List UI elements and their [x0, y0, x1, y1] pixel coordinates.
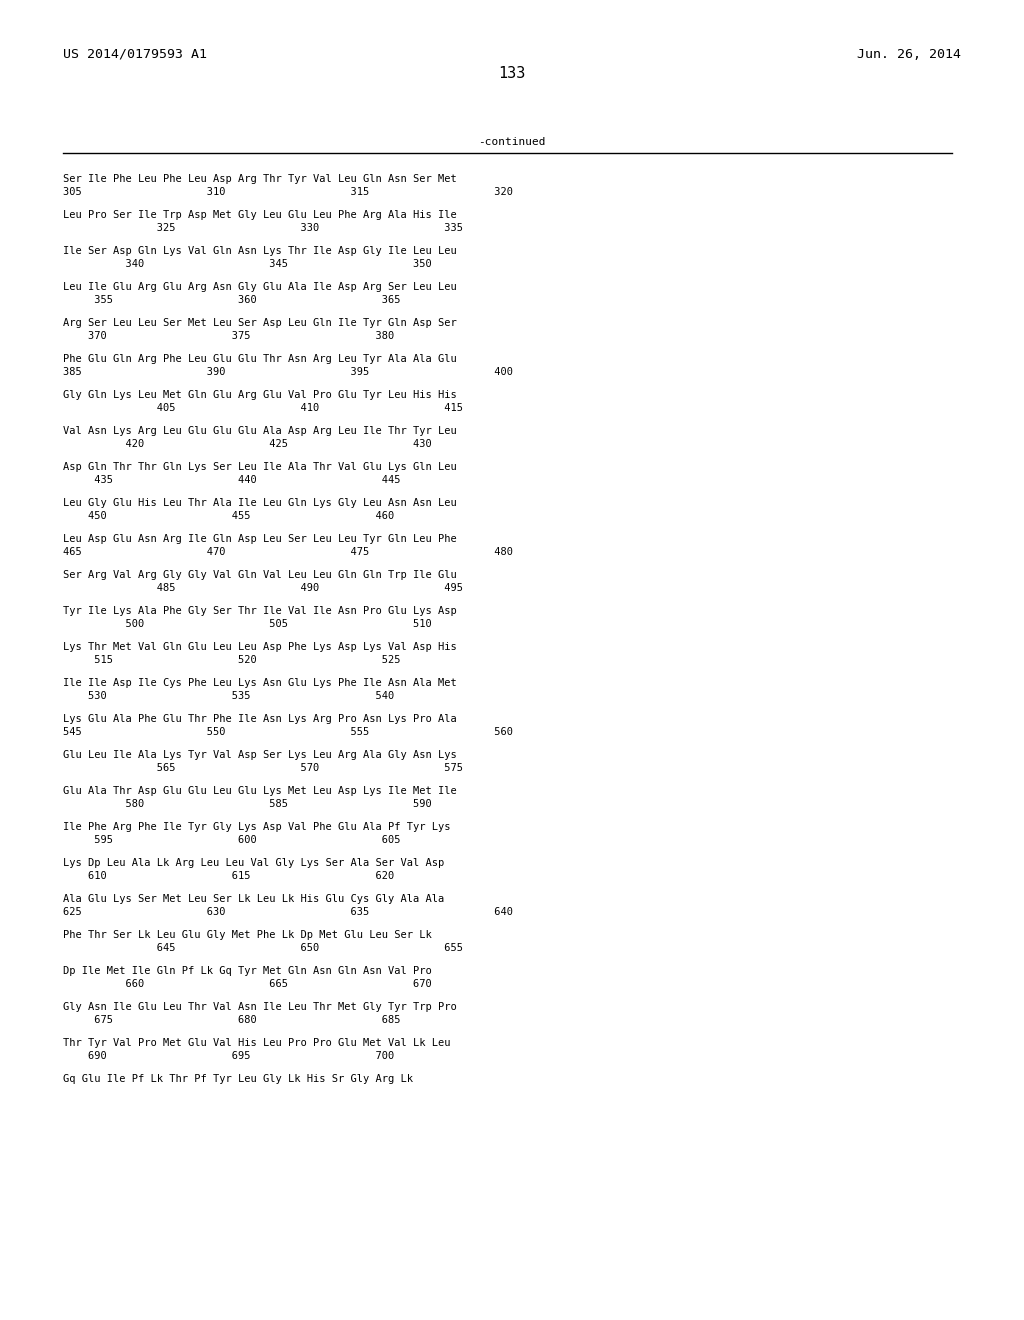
Text: 405                    410                    415: 405 410 415 [63, 403, 464, 413]
Text: Ile Ser Asp Gln Lys Val Gln Asn Lys Thr Ile Asp Gly Ile Leu Leu: Ile Ser Asp Gln Lys Val Gln Asn Lys Thr … [63, 247, 458, 256]
Text: Thr Tyr Val Pro Met Glu Val His Leu Pro Pro Glu Met Val Lk Leu: Thr Tyr Val Pro Met Glu Val His Leu Pro … [63, 1039, 451, 1048]
Text: Leu Pro Ser Ile Trp Asp Met Gly Leu Glu Leu Phe Arg Ala His Ile: Leu Pro Ser Ile Trp Asp Met Gly Leu Glu … [63, 210, 458, 220]
Text: 660                    665                    670: 660 665 670 [63, 979, 432, 989]
Text: 450                    455                    460: 450 455 460 [63, 511, 394, 521]
Text: Gly Asn Ile Glu Leu Thr Val Asn Ile Leu Thr Met Gly Tyr Trp Pro: Gly Asn Ile Glu Leu Thr Val Asn Ile Leu … [63, 1002, 458, 1012]
Text: Gly Gln Lys Leu Met Gln Glu Arg Glu Val Pro Glu Tyr Leu His His: Gly Gln Lys Leu Met Gln Glu Arg Glu Val … [63, 391, 458, 400]
Text: 645                    650                    655: 645 650 655 [63, 944, 464, 953]
Text: 355                    360                    365: 355 360 365 [63, 296, 401, 305]
Text: -continued: -continued [478, 137, 546, 148]
Text: Lys Dp Leu Ala Lk Arg Leu Leu Val Gly Lys Ser Ala Ser Val Asp: Lys Dp Leu Ala Lk Arg Leu Leu Val Gly Ly… [63, 858, 444, 869]
Text: 485                    490                    495: 485 490 495 [63, 583, 464, 593]
Text: 305                    310                    315                    320: 305 310 315 320 [63, 187, 513, 197]
Text: 625                    630                    635                    640: 625 630 635 640 [63, 907, 513, 917]
Text: Ser Arg Val Arg Gly Gly Val Gln Val Leu Leu Gln Gln Trp Ile Glu: Ser Arg Val Arg Gly Gly Val Gln Val Leu … [63, 570, 458, 581]
Text: 435                    440                    445: 435 440 445 [63, 475, 401, 486]
Text: Asp Gln Thr Thr Gln Lys Ser Leu Ile Ala Thr Val Glu Lys Gln Leu: Asp Gln Thr Thr Gln Lys Ser Leu Ile Ala … [63, 462, 458, 473]
Text: Dp Ile Met Ile Gln Pf Lk Gq Tyr Met Gln Asn Gln Asn Val Pro: Dp Ile Met Ile Gln Pf Lk Gq Tyr Met Gln … [63, 966, 432, 977]
Text: 530                    535                    540: 530 535 540 [63, 692, 394, 701]
Text: 515                    520                    525: 515 520 525 [63, 655, 401, 665]
Text: 610                    615                    620: 610 615 620 [63, 871, 394, 882]
Text: 545                    550                    555                    560: 545 550 555 560 [63, 727, 513, 738]
Text: Ile Phe Arg Phe Ile Tyr Gly Lys Asp Val Phe Glu Ala Pf Tyr Lys: Ile Phe Arg Phe Ile Tyr Gly Lys Asp Val … [63, 822, 451, 832]
Text: Glu Ala Thr Asp Glu Glu Leu Glu Lys Met Leu Asp Lys Ile Met Ile: Glu Ala Thr Asp Glu Glu Leu Glu Lys Met … [63, 787, 458, 796]
Text: 340                    345                    350: 340 345 350 [63, 259, 432, 269]
Text: Ala Glu Lys Ser Met Leu Ser Lk Leu Lk His Glu Cys Gly Ala Ala: Ala Glu Lys Ser Met Leu Ser Lk Leu Lk Hi… [63, 894, 444, 904]
Text: 675                    680                    685: 675 680 685 [63, 1015, 401, 1026]
Text: Val Asn Lys Arg Leu Glu Glu Glu Ala Asp Arg Leu Ile Thr Tyr Leu: Val Asn Lys Arg Leu Glu Glu Glu Ala Asp … [63, 426, 458, 436]
Text: 325                    330                    335: 325 330 335 [63, 223, 464, 234]
Text: Jun. 26, 2014: Jun. 26, 2014 [856, 48, 961, 61]
Text: 595                    600                    605: 595 600 605 [63, 836, 401, 845]
Text: 465                    470                    475                    480: 465 470 475 480 [63, 548, 513, 557]
Text: Tyr Ile Lys Ala Phe Gly Ser Thr Ile Val Ile Asn Pro Glu Lys Asp: Tyr Ile Lys Ala Phe Gly Ser Thr Ile Val … [63, 606, 458, 616]
Text: Glu Leu Ile Ala Lys Tyr Val Asp Ser Lys Leu Arg Ala Gly Asn Lys: Glu Leu Ile Ala Lys Tyr Val Asp Ser Lys … [63, 750, 458, 760]
Text: 370                    375                    380: 370 375 380 [63, 331, 394, 342]
Text: 580                    585                    590: 580 585 590 [63, 799, 432, 809]
Text: 565                    570                    575: 565 570 575 [63, 763, 464, 774]
Text: Arg Ser Leu Leu Ser Met Leu Ser Asp Leu Gln Ile Tyr Gln Asp Ser: Arg Ser Leu Leu Ser Met Leu Ser Asp Leu … [63, 318, 458, 329]
Text: Lys Thr Met Val Gln Glu Leu Leu Asp Phe Lys Asp Lys Val Asp His: Lys Thr Met Val Gln Glu Leu Leu Asp Phe … [63, 643, 458, 652]
Text: 385                    390                    395                    400: 385 390 395 400 [63, 367, 513, 378]
Text: Gq Glu Ile Pf Lk Thr Pf Tyr Leu Gly Lk His Sr Gly Arg Lk: Gq Glu Ile Pf Lk Thr Pf Tyr Leu Gly Lk H… [63, 1074, 414, 1084]
Text: 420                    425                    430: 420 425 430 [63, 440, 432, 449]
Text: 133: 133 [499, 66, 525, 81]
Text: Ile Ile Asp Ile Cys Phe Leu Lys Asn Glu Lys Phe Ile Asn Ala Met: Ile Ile Asp Ile Cys Phe Leu Lys Asn Glu … [63, 678, 458, 688]
Text: Leu Ile Glu Arg Glu Arg Asn Gly Glu Ala Ile Asp Arg Ser Leu Leu: Leu Ile Glu Arg Glu Arg Asn Gly Glu Ala … [63, 282, 458, 292]
Text: US 2014/0179593 A1: US 2014/0179593 A1 [63, 48, 208, 61]
Text: 500                    505                    510: 500 505 510 [63, 619, 432, 630]
Text: Leu Gly Glu His Leu Thr Ala Ile Leu Gln Lys Gly Leu Asn Asn Leu: Leu Gly Glu His Leu Thr Ala Ile Leu Gln … [63, 498, 458, 508]
Text: Phe Glu Gln Arg Phe Leu Glu Glu Thr Asn Arg Leu Tyr Ala Ala Glu: Phe Glu Gln Arg Phe Leu Glu Glu Thr Asn … [63, 354, 458, 364]
Text: Ser Ile Phe Leu Phe Leu Asp Arg Thr Tyr Val Leu Gln Asn Ser Met: Ser Ile Phe Leu Phe Leu Asp Arg Thr Tyr … [63, 174, 458, 185]
Text: Lys Glu Ala Phe Glu Thr Phe Ile Asn Lys Arg Pro Asn Lys Pro Ala: Lys Glu Ala Phe Glu Thr Phe Ile Asn Lys … [63, 714, 458, 725]
Text: Leu Asp Glu Asn Arg Ile Gln Asp Leu Ser Leu Leu Tyr Gln Leu Phe: Leu Asp Glu Asn Arg Ile Gln Asp Leu Ser … [63, 535, 458, 544]
Text: Phe Thr Ser Lk Leu Glu Gly Met Phe Lk Dp Met Glu Leu Ser Lk: Phe Thr Ser Lk Leu Glu Gly Met Phe Lk Dp… [63, 931, 432, 940]
Text: 690                    695                    700: 690 695 700 [63, 1051, 394, 1061]
